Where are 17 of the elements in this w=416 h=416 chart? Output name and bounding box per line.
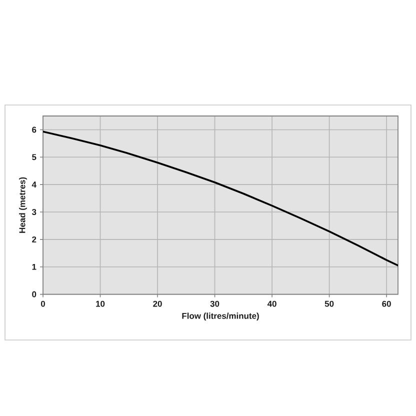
- y-tick-label: 2: [32, 236, 36, 242]
- x-tick-label: 10: [96, 300, 105, 307]
- y-tick-label: 3: [32, 209, 36, 216]
- x-tick-label: 60: [382, 300, 391, 307]
- y-tick-label: 4: [32, 182, 36, 188]
- x-tick-label: 30: [210, 300, 220, 307]
- x-tick-label: 50: [324, 300, 334, 307]
- x-tick-label: 20: [153, 300, 162, 307]
- y-tick-label: 5: [32, 154, 36, 160]
- y-tick-label: 0: [32, 291, 36, 298]
- y-tick-label: 6: [32, 126, 36, 133]
- y-axis-title: Head (metres): [19, 177, 27, 233]
- x-tick-label: 40: [267, 300, 276, 307]
- x-tick-label: 0: [40, 300, 46, 307]
- y-tick-label: 1: [32, 264, 36, 270]
- line-series: [43, 130, 398, 266]
- x-axis-title: Flow (litres/minute): [182, 312, 259, 321]
